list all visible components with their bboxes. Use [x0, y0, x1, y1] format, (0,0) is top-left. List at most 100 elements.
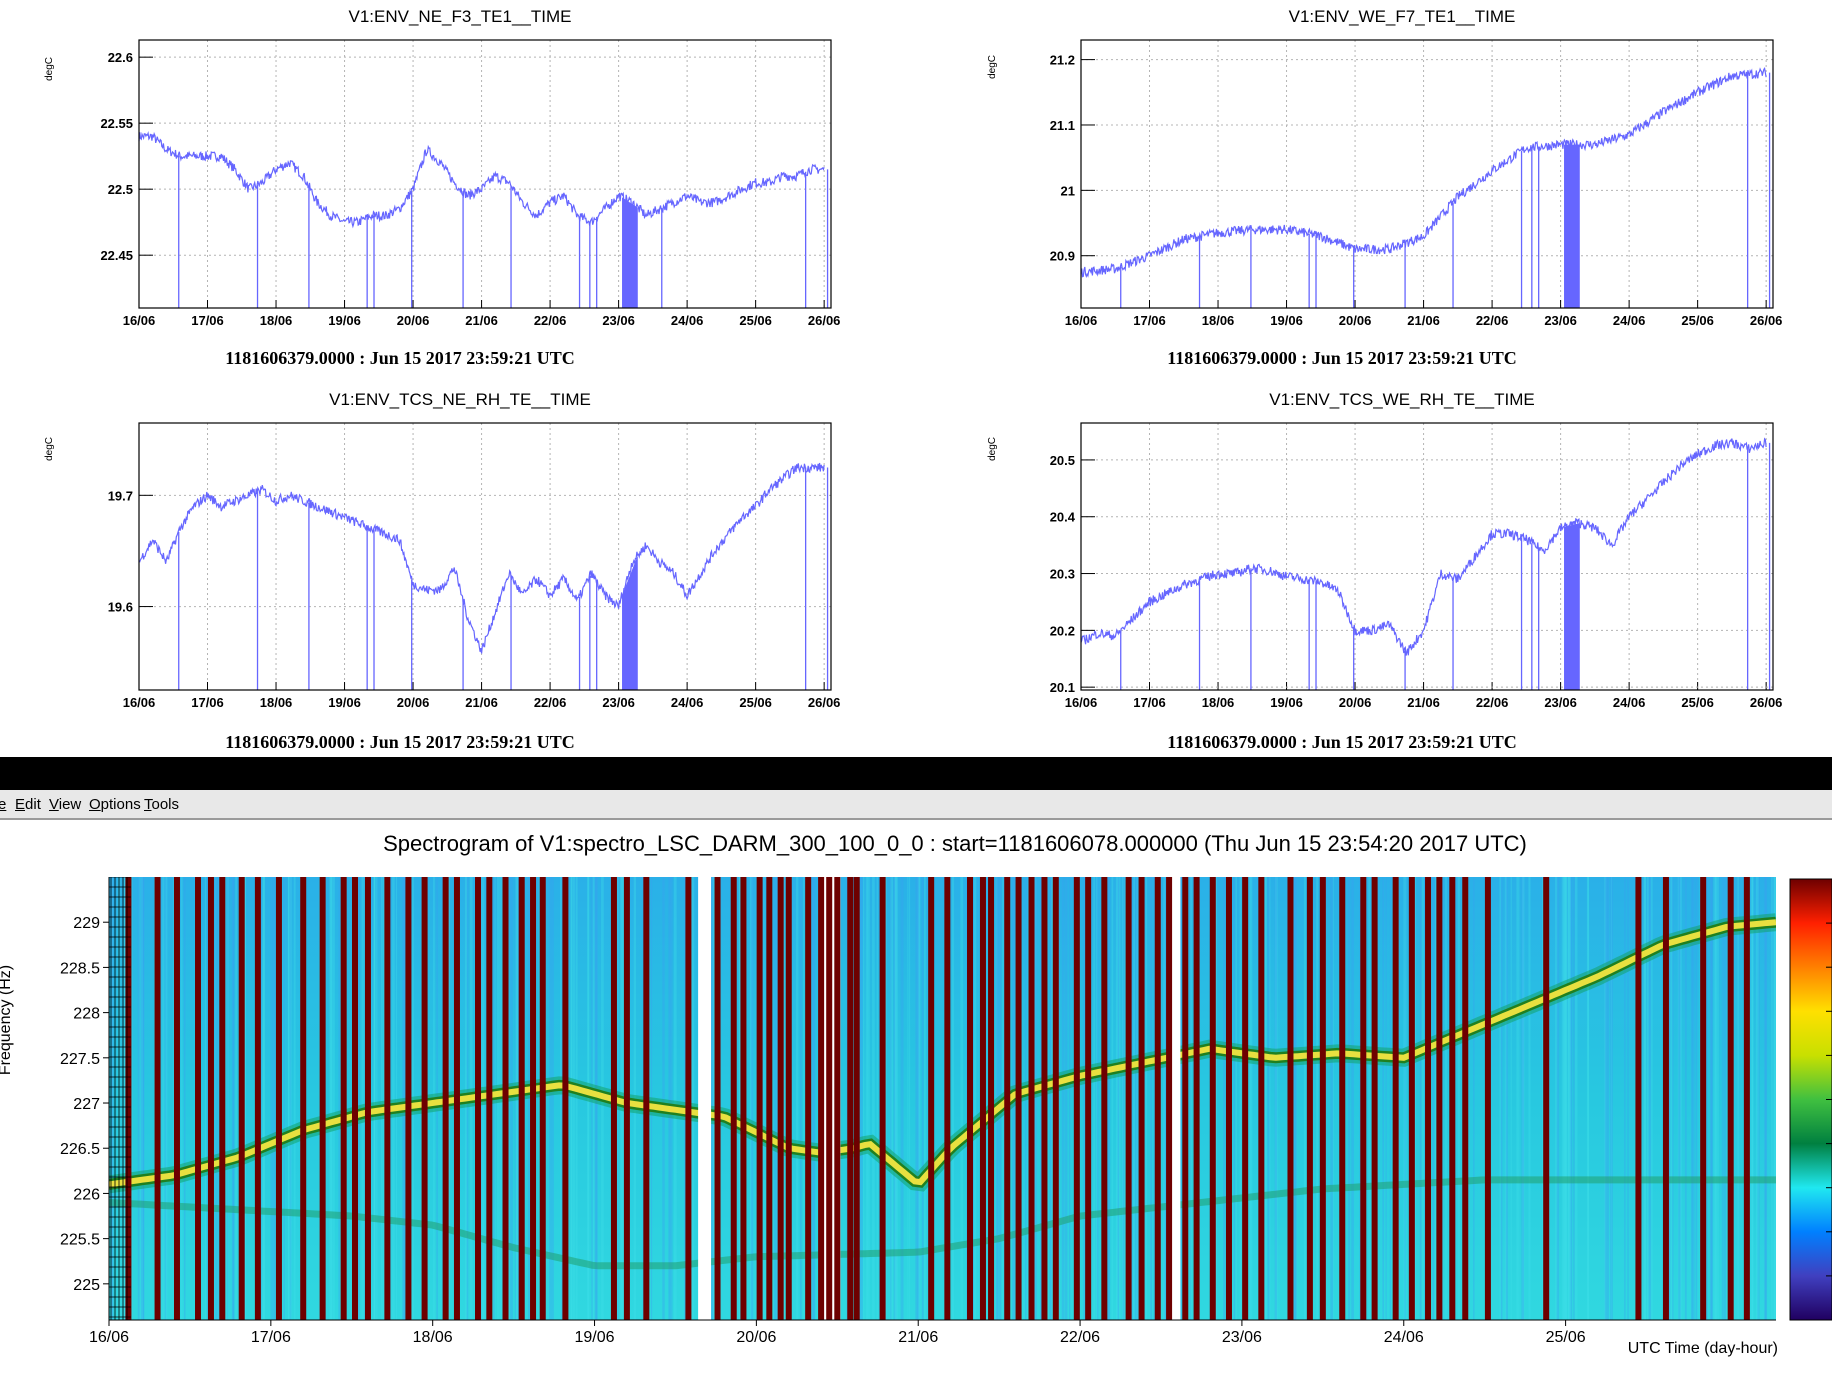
x-tick-label: 20/06 — [397, 313, 430, 328]
spectrogram-texture — [1607, 877, 1610, 1320]
spectrogram-texture — [1646, 877, 1649, 1320]
dropout-band — [1564, 523, 1580, 690]
menu-options[interactable]: Options — [89, 796, 141, 813]
x-tick-label: 23/06 — [602, 695, 635, 710]
x-tick-label: 16/06 — [89, 1329, 129, 1346]
spectrogram-texture — [813, 877, 816, 1320]
spectrogram-texture — [803, 877, 805, 1320]
spectrogram-texture — [1561, 877, 1565, 1320]
menu-view[interactable]: View — [49, 796, 82, 813]
saturation-column — [988, 877, 995, 1320]
spectrogram-texture — [142, 877, 145, 1320]
spectrogram-texture — [232, 877, 235, 1320]
y-tick-label: 20.4 — [1050, 510, 1076, 525]
spectrogram-texture — [570, 877, 572, 1320]
y-tick-label: 22.5 — [108, 182, 133, 197]
spectrogram-texture — [862, 877, 865, 1320]
spectrogram-texture — [711, 877, 714, 1320]
spectrogram-texture — [909, 877, 911, 1320]
spectrogram-texture — [1330, 877, 1334, 1320]
y-tick-label: 228 — [73, 1006, 100, 1023]
plot-frame — [138, 422, 832, 691]
saturation-column — [1408, 877, 1415, 1320]
spectrogram-texture — [1108, 877, 1111, 1320]
spectrogram-texture — [165, 877, 168, 1320]
x-tick-label: 20/06 — [736, 1329, 776, 1346]
spectrogram-texture — [1263, 877, 1267, 1320]
x-tick-label: 24/06 — [1613, 313, 1646, 328]
spectrogram-texture — [1771, 877, 1773, 1320]
spectrogram-texture — [1672, 877, 1674, 1320]
spectrogram-texture — [1573, 877, 1575, 1320]
spectrogram-texture — [235, 877, 237, 1320]
dropout-band — [1564, 144, 1580, 308]
menu-tools[interactable]: Tools — [144, 796, 180, 813]
spectrogram-title: Spectrogram of V1:spectro_LSC_DARM_300_1… — [383, 831, 1527, 856]
x-tick-label: 19/06 — [328, 695, 361, 710]
y-tick-label: 21 — [1061, 183, 1075, 198]
spectrogram-texture — [1163, 877, 1167, 1320]
menu-edit[interactable]: Edit — [15, 796, 41, 813]
saturation-column — [1462, 877, 1469, 1320]
menu-file[interactable]: e — [0, 796, 7, 813]
saturation-column — [740, 877, 747, 1320]
saturation-column — [1635, 877, 1642, 1320]
spectrogram-texture — [1421, 877, 1425, 1320]
env-plot-unit: degC — [987, 437, 998, 461]
y-tick-label: 20.2 — [1050, 623, 1075, 638]
spectrogram-texture — [1670, 877, 1673, 1320]
colorbar — [1789, 878, 1832, 1321]
spectrogram-texture — [318, 877, 320, 1320]
spectrogram-texture — [1773, 877, 1776, 1320]
y-tick-label: 20.9 — [1050, 249, 1075, 264]
x-tick-label: 18/06 — [1202, 313, 1235, 328]
spectrogram-texture — [1134, 877, 1137, 1320]
spectrogram-texture — [1604, 877, 1607, 1320]
spectrogram-texture — [1516, 877, 1519, 1320]
y-tick-label: 229 — [73, 915, 100, 932]
saturation-column — [623, 877, 630, 1320]
spectrogram-texture — [289, 877, 292, 1320]
x-tick-label: 21/06 — [898, 1329, 938, 1346]
spectrogram-texture — [860, 877, 863, 1320]
saturation-column — [1436, 877, 1443, 1320]
saturation-column — [453, 877, 460, 1320]
x-tick-label: 22/06 — [1476, 313, 1509, 328]
saturation-column — [1449, 877, 1456, 1320]
saturation-column — [1015, 877, 1022, 1320]
spectrogram-texture — [206, 877, 209, 1320]
spectrogram-texture — [288, 877, 290, 1320]
env-plot-footer: 1181606379.0000 : Jun 15 2017 23:59:21 U… — [1167, 348, 1517, 368]
spectrogram-texture — [739, 877, 741, 1320]
spectrogram-texture — [973, 877, 977, 1320]
saturation-column — [847, 877, 854, 1320]
spectrogram-texture — [907, 877, 909, 1320]
saturation-column — [1319, 877, 1326, 1320]
spectrogram-texture — [867, 877, 870, 1320]
saturation-column — [238, 877, 245, 1320]
spectrogram-texture — [750, 877, 754, 1320]
spectrogram-texture — [1136, 877, 1138, 1320]
spectrogram-texture — [1083, 877, 1085, 1320]
env-plot-4: V1:ENV_TCS_WE_RH_TE__TIME degC 16/06 17/06 1… — [987, 390, 1782, 752]
spectrogram-texture — [162, 877, 165, 1320]
spectrogram-texture — [1563, 877, 1566, 1320]
y-tick-label: 22.6 — [108, 50, 133, 65]
env-plot-footer: 1181606379.0000 : Jun 15 2017 23:59:21 U… — [225, 732, 575, 752]
spectrogram-texture — [1034, 877, 1037, 1320]
spectrogram-texture — [1445, 877, 1447, 1320]
spectrogram-texture — [243, 877, 246, 1320]
spectrogram-texture — [894, 877, 898, 1320]
env-plot-title: V1:ENV_NE_F3_TE1__TIME — [349, 7, 572, 26]
spectrogram-texture — [1061, 877, 1064, 1320]
spectrogram-texture — [330, 877, 333, 1320]
saturation-column — [714, 877, 721, 1320]
spectrogram-texture — [1650, 877, 1653, 1320]
spectrogram-texture — [184, 877, 186, 1320]
spectrogram-texture — [921, 877, 924, 1320]
spectrogram-texture — [712, 877, 715, 1320]
spectrogram-texture — [1163, 877, 1166, 1320]
spectrogram-texture — [217, 877, 220, 1320]
spectrogram-texture — [1648, 877, 1652, 1320]
spectrogram-texture — [894, 877, 897, 1320]
